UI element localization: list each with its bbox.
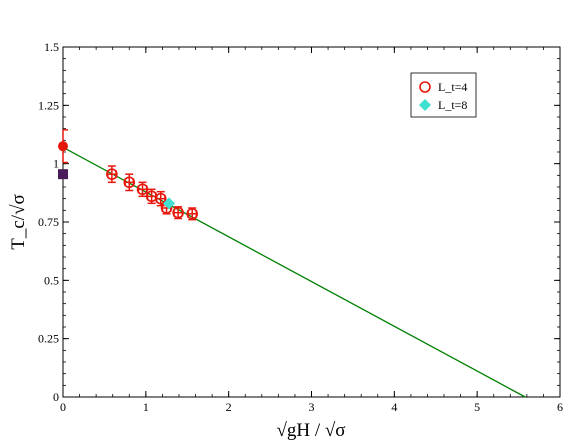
legend-box xyxy=(410,72,477,118)
lt4-marker xyxy=(136,183,149,196)
legend-lt4-marker xyxy=(419,81,431,93)
plot-frame xyxy=(62,46,561,398)
x-axis-title: √gH / √σ xyxy=(276,420,345,441)
legend-lt8-label: L_t=8 xyxy=(438,98,467,112)
x-tick-label: 2 xyxy=(226,400,232,414)
lt4-marker xyxy=(172,206,184,219)
y-tick-label: 1.25 xyxy=(38,98,59,112)
x-tick-label: 1 xyxy=(143,400,149,414)
y-axis-title: T_c/√σ xyxy=(8,194,29,250)
x-tick-label: 3 xyxy=(309,400,315,414)
lt8-marker xyxy=(163,197,176,210)
x-tick-label: 6 xyxy=(557,400,563,414)
legend-lt4-label: L_t=4 xyxy=(438,80,467,94)
zero-point-marker xyxy=(58,141,68,152)
legend: L_t=4 L_t=8 xyxy=(410,72,477,118)
lt4-marker xyxy=(106,168,118,180)
x-tick-label: 4 xyxy=(391,400,397,414)
tick-labels: 0 1 2 3 4 5 6 0 0.25 0.5 0.75 1 1.25 1.5 xyxy=(38,40,563,414)
y-tick-label: 1.5 xyxy=(44,40,59,54)
legend-lt8-marker xyxy=(419,99,431,111)
y-tick-label: 1 xyxy=(53,157,59,171)
y-tick-label: 0.75 xyxy=(38,215,59,229)
axis-ticks xyxy=(62,46,561,398)
lt4-marker xyxy=(154,192,167,205)
lt4-marker xyxy=(123,176,136,189)
lt4-marker xyxy=(186,208,199,220)
square-point-marker xyxy=(58,169,68,180)
y-tick-label: 0 xyxy=(53,390,59,404)
fit-line xyxy=(62,146,526,398)
y-tick-label: 0.5 xyxy=(44,273,59,287)
data-points xyxy=(58,129,199,221)
x-tick-label: 0 xyxy=(60,400,66,414)
y-tick-label: 0.25 xyxy=(38,332,59,346)
x-tick-label: 5 xyxy=(474,400,480,414)
